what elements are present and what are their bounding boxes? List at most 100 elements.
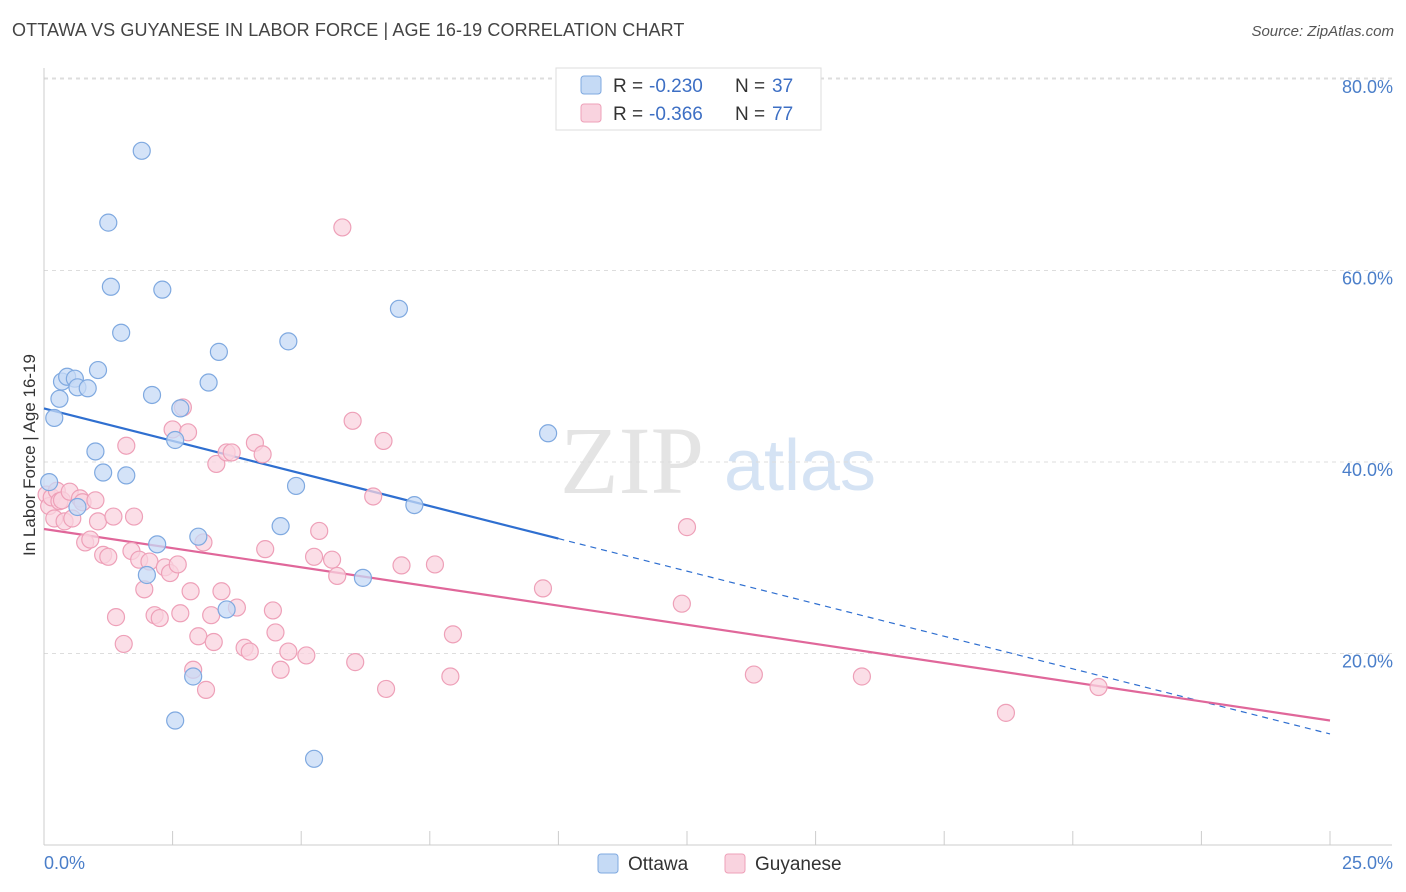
guyanese-point: [425, 555, 445, 574]
ottawa-point: [166, 430, 185, 450]
source-label: Source: ZipAtlas.com: [1251, 23, 1394, 40]
bottom-legend-swatch-ottawa: [597, 853, 619, 874]
ottawa-point: [199, 373, 218, 392]
ottawa-point: [86, 442, 105, 461]
ottawa-trend-extension: [558, 538, 1331, 735]
x-tick-label-max: 25.0%: [1342, 853, 1393, 873]
legend-swatch-guyanese: [580, 103, 602, 123]
guyanese-point: [204, 632, 223, 652]
guyanese-point: [114, 634, 133, 654]
guyanese-point: [266, 623, 285, 642]
guyanese-point: [744, 665, 763, 684]
tick-labels: 20.0% 40.0% 60.0% 80.0% 0.0% 25.0%: [44, 77, 1393, 873]
ottawa-point: [217, 600, 236, 619]
ottawa-point: [50, 389, 69, 408]
ottawa-point: [132, 141, 151, 160]
ottawa-point: [137, 565, 156, 585]
y-tick-label: 40.0%: [1342, 460, 1393, 480]
legend-ottawa-n-value: 37: [772, 76, 793, 97]
guyanese-point: [343, 411, 362, 430]
ottawa-point: [68, 497, 87, 517]
guyanese-point: [86, 491, 105, 510]
guyanese-point: [996, 703, 1016, 722]
legend-guyanese-r-value: -0.366: [649, 104, 703, 125]
guyanese-point: [124, 507, 144, 526]
gridlines: [44, 77, 1392, 654]
guyanese-point: [99, 547, 118, 566]
guyanese-point: [533, 579, 553, 598]
guyanese-point: [346, 653, 365, 672]
ottawa-point: [117, 466, 136, 485]
x-tick-label-min: 0.0%: [44, 853, 85, 873]
ottawa-point: [153, 280, 172, 299]
ottawa-point: [286, 476, 306, 496]
ottawa-point: [405, 495, 424, 515]
guyanese-point: [304, 547, 324, 566]
guyanese-point: [297, 646, 316, 665]
guyanese-point: [376, 679, 396, 699]
guyanese-point: [171, 604, 190, 623]
guyanese-point: [150, 608, 169, 628]
guyanese-point: [88, 512, 108, 531]
legend-ottawa-r-value: -0.230: [649, 76, 703, 97]
ottawa-point: [148, 535, 167, 554]
ottawa-point: [40, 473, 59, 492]
guyanese-point: [279, 642, 298, 661]
ottawa-point: [94, 463, 113, 482]
ottawa-point: [209, 342, 228, 361]
ottawa-point: [166, 711, 185, 730]
legend-guyanese-n-value: 77: [772, 104, 793, 125]
legend-guyanese-r-label: R =: [613, 104, 643, 125]
guyanese-point: [271, 660, 290, 679]
watermark-zip: ZIP: [560, 407, 704, 514]
ottawa-point: [279, 332, 298, 351]
ottawa-point: [189, 527, 208, 546]
chart-title: OTTAWA VS GUYANESE IN LABOR FORCE | AGE …: [12, 20, 685, 40]
ottawa-point: [304, 749, 324, 768]
guyanese-point: [104, 507, 123, 526]
guyanese-point: [240, 642, 259, 661]
ottawa-point: [78, 379, 97, 398]
y-tick-label: 20.0%: [1342, 652, 1393, 672]
y-tick-label: 60.0%: [1342, 269, 1393, 289]
ottawa-point: [539, 424, 558, 443]
guyanese-point: [328, 566, 347, 586]
guyanese-trend-line: [43, 527, 1331, 722]
ottawa-point: [184, 667, 203, 686]
guyanese-point: [202, 606, 221, 625]
guyanese-point: [81, 530, 100, 549]
guyanese-point: [322, 550, 342, 569]
correlation-legend: R = -0.230 N = 37 R = -0.366 N = 77: [555, 67, 822, 131]
bottom-legend-guyanese: Guyanese: [755, 854, 842, 875]
guyanese-point: [392, 556, 411, 575]
guyanese-point: [189, 627, 208, 646]
axes: [43, 68, 1392, 846]
guyanese-point: [1089, 677, 1108, 697]
ottawa-trend-line: [43, 407, 559, 540]
guyanese-point: [168, 555, 187, 574]
watermark-atlas: atlas: [724, 426, 876, 506]
data-points: [37, 141, 1108, 768]
guyanese-point: [222, 443, 241, 462]
legend-guyanese-n-label: N =: [735, 104, 765, 125]
series-legend: Ottawa Guyanese: [597, 853, 842, 875]
guyanese-point: [196, 680, 216, 699]
guyanese-point: [677, 518, 697, 537]
guyanese-point: [181, 582, 200, 601]
guyanese-point: [310, 521, 329, 541]
legend-ottawa-r-label: R =: [613, 76, 643, 97]
legend-swatch-ottawa: [580, 75, 602, 95]
ottawa-point: [271, 517, 290, 536]
y-axis-label: In Labor Force | Age 16-19: [20, 354, 39, 556]
ottawa-point: [112, 323, 131, 342]
y-tick-label: 80.0%: [1342, 77, 1393, 97]
guyanese-point: [207, 454, 226, 474]
ottawa-point: [171, 399, 190, 418]
ottawa-point: [88, 360, 108, 380]
guyanese-point: [852, 667, 871, 686]
guyanese-point: [212, 582, 231, 601]
bottom-legend-swatch-guyanese: [724, 853, 746, 874]
guyanese-point: [333, 218, 352, 237]
guyanese-point: [672, 594, 691, 613]
